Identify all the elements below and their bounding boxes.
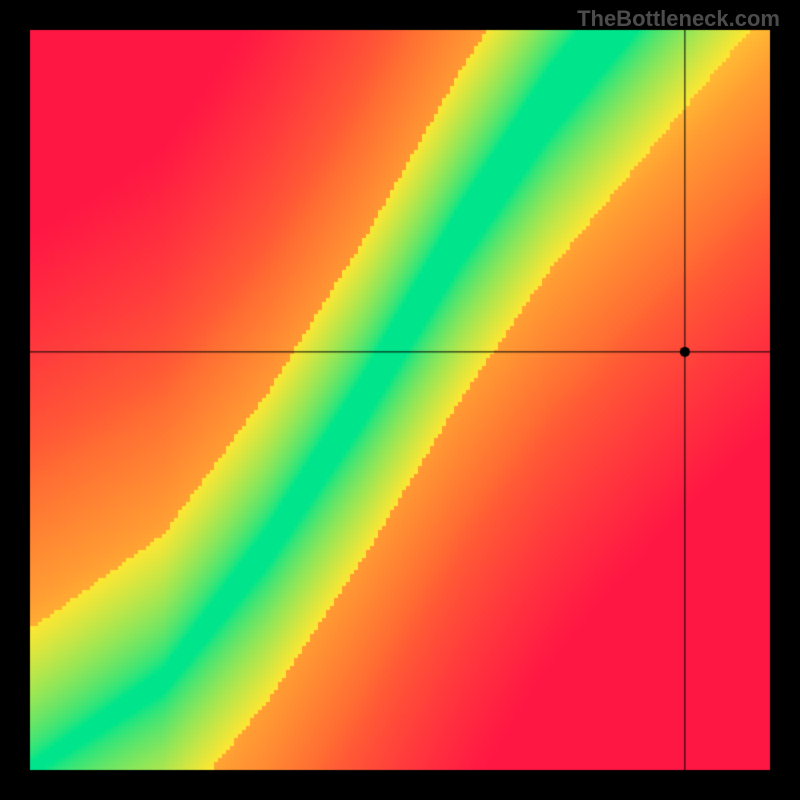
chart-container: TheBottleneck.com (0, 0, 800, 800)
watermark-text: TheBottleneck.com (577, 6, 780, 32)
bottleneck-heatmap (0, 0, 800, 800)
